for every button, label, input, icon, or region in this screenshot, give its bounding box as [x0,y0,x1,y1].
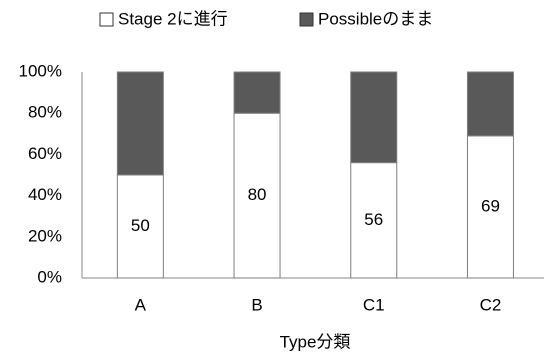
data-label: 69 [481,196,500,215]
legend-label: Stage 2に進行 [118,9,228,28]
data-label: 56 [364,210,383,229]
legend-swatch [299,12,314,27]
bar-segment [116,174,164,279]
y-tick-label: 60% [28,144,62,163]
bar-segment [233,112,281,279]
legend-label: Possibleのまま [318,9,433,28]
x-axis-title: Type分類 [280,332,351,351]
y-tick-label: 0% [37,267,62,286]
y-tick-label: 20% [28,226,62,245]
x-tick-label: C2 [480,295,502,314]
legend-swatch [99,12,114,27]
x-tick-label: B [251,295,262,314]
data-label: 80 [248,185,267,204]
bar-segment [116,71,164,176]
y-tick-label: 80% [28,103,62,122]
bar-segment [233,71,281,114]
y-tick-label: 100% [19,61,62,80]
y-tick-label: 40% [28,185,62,204]
bar-segment [466,71,514,137]
bar-segment [350,71,398,164]
x-tick-label: C1 [363,295,385,314]
x-tick-label: A [135,295,147,314]
data-label: 50 [131,216,150,235]
